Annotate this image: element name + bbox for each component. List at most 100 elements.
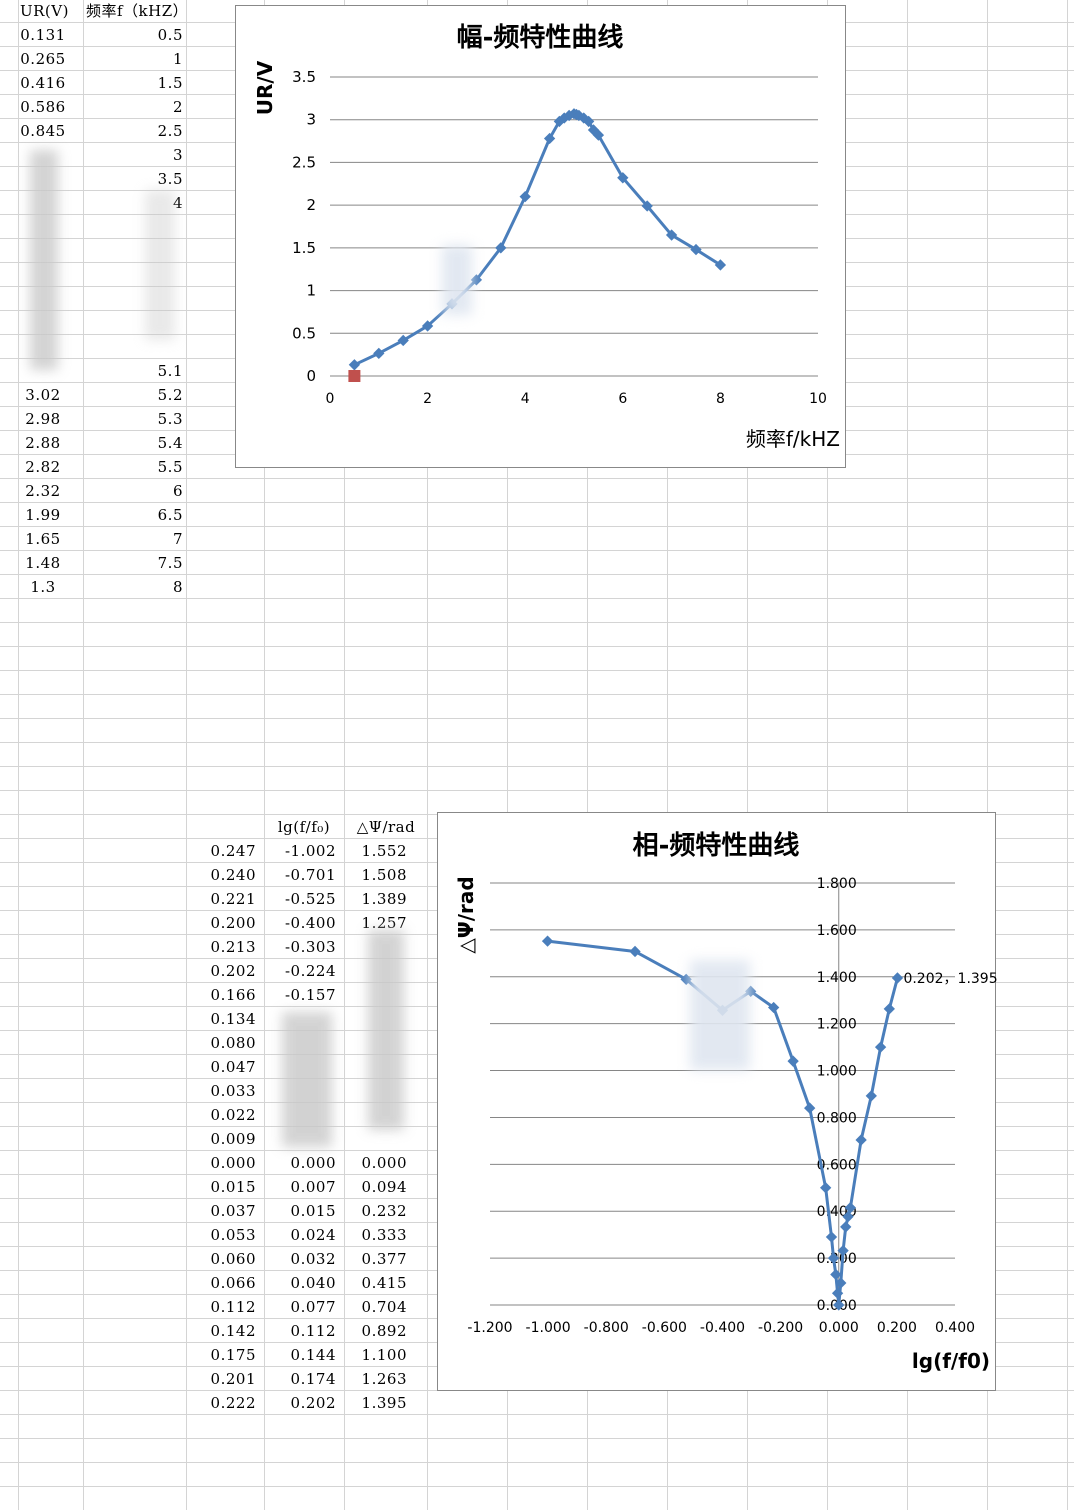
x-tick-label: -1.200: [467, 1320, 512, 1336]
table-cell: 0.174: [290, 1370, 336, 1388]
table-cell: 5.3: [157, 410, 183, 428]
y-axis-title: UR/V: [253, 60, 277, 115]
y-tick-label: 2.5: [292, 153, 316, 171]
column-line: [1067, 0, 1068, 1510]
table-cell: 1.257: [361, 914, 407, 932]
table-cell: -0.224: [284, 962, 336, 980]
x-tick-label: 0.400: [935, 1320, 975, 1336]
marker: [495, 242, 507, 254]
table-cell: 0.5: [157, 26, 183, 44]
column-line: [186, 0, 187, 1510]
column-line: [827, 0, 828, 1510]
y-tick-label: 0: [306, 367, 316, 385]
table-cell: 0.134: [210, 1010, 256, 1028]
header-cell: △Ψ/rad: [356, 818, 416, 836]
table-cell: 5.1: [157, 362, 183, 380]
table-cell: 0.112: [210, 1298, 256, 1316]
table-cell: 0.213: [210, 938, 256, 956]
header-cell: UR(V): [20, 2, 69, 20]
x-tick-label: -0.400: [700, 1320, 745, 1336]
marker: [421, 320, 434, 332]
column-line: [83, 0, 84, 1510]
y-tick-label: 0.800: [817, 1110, 857, 1126]
table-cell: 1.99: [25, 506, 61, 524]
table-cell: 1.552: [361, 842, 407, 860]
table-cell: 0.007: [290, 1178, 336, 1196]
blur-patch: [442, 245, 472, 315]
y-tick-label: 1.400: [817, 970, 857, 986]
chart-title: 幅-频特性曲线: [457, 22, 624, 53]
marker: [865, 1090, 877, 1102]
blur-patch: [145, 190, 175, 340]
table-cell: 0.094: [361, 1178, 407, 1196]
y-tick-label: 1.5: [292, 239, 316, 257]
marker: [348, 359, 361, 371]
table-cell: 1: [172, 50, 183, 68]
marker: [831, 1287, 844, 1299]
marker: [543, 132, 556, 145]
table-cell: 1.508: [361, 866, 407, 884]
y-axis-title: △Ψ/rad: [454, 876, 478, 953]
table-cell: 0.037: [210, 1202, 256, 1220]
table-cell: 6.5: [157, 506, 183, 524]
column-line: [667, 0, 668, 1510]
marker: [804, 1102, 816, 1114]
table-cell: -0.303: [284, 938, 336, 956]
y-tick-label: 1.000: [817, 1064, 857, 1080]
column-line: [907, 0, 908, 1510]
table-cell: 0.033: [210, 1082, 256, 1100]
table-cell: 0.077: [290, 1298, 336, 1316]
table-cell: 0.144: [290, 1346, 336, 1364]
table-cell: 1.389: [361, 890, 407, 908]
x-tick-label: -1.000: [526, 1320, 571, 1336]
x-tick-label: 0.000: [819, 1320, 859, 1336]
table-cell: 0.416: [20, 74, 66, 92]
y-tick-label: 3: [306, 111, 316, 129]
table-cell: 0.142: [210, 1322, 256, 1340]
x-tick-label: 4: [521, 391, 530, 407]
x-tick-label: -0.800: [584, 1320, 629, 1336]
table-cell: 1.65: [25, 530, 61, 548]
data-label: 0.202，1.395: [903, 971, 997, 987]
table-cell: 2.82: [25, 458, 61, 476]
table-cell: 1.395: [361, 1394, 407, 1412]
table-cell: 0.377: [361, 1250, 407, 1268]
marker: [348, 370, 361, 382]
table-cell: -0.157: [284, 986, 336, 1004]
table-cell: 0.240: [210, 866, 256, 884]
table-cell: 0.247: [210, 842, 256, 860]
table-cell: 5.4: [157, 434, 183, 452]
chart-frame: [437, 812, 996, 1391]
blur-patch: [282, 1012, 332, 1147]
table-cell: 1.3: [30, 578, 56, 596]
table-cell: 0.080: [210, 1034, 256, 1052]
table-cell: 0.200: [210, 914, 256, 932]
column-line: [507, 0, 508, 1510]
blur-patch: [368, 930, 404, 1130]
table-cell: 0.000: [210, 1154, 256, 1172]
column-line: [18, 0, 19, 1510]
table-cell: 0.022: [210, 1106, 256, 1124]
table-cell: 1.263: [361, 1370, 407, 1388]
marker: [641, 200, 653, 212]
table-cell: 0.415: [361, 1274, 407, 1292]
marker: [891, 972, 904, 984]
y-tick-label: 0.5: [292, 324, 316, 342]
x-tick-label: 10: [809, 391, 827, 407]
table-cell: 1.100: [361, 1346, 407, 1364]
table-cell: 2.32: [25, 482, 61, 500]
column-line: [747, 0, 748, 1510]
table-cell: 0.024: [290, 1226, 336, 1244]
table-cell: 0.060: [210, 1250, 256, 1268]
marker: [767, 1001, 780, 1014]
blur-patch: [690, 960, 750, 1070]
table-cell: 7.5: [157, 554, 183, 572]
table-cell: 0.333: [361, 1226, 407, 1244]
table-cell: 6: [172, 482, 183, 500]
marker: [373, 347, 385, 360]
table-cell: -1.002: [284, 842, 336, 860]
marker: [825, 1231, 838, 1243]
x-tick-label: 8: [716, 391, 725, 407]
table-cell: 0.053: [210, 1226, 256, 1244]
table-cell: 0.201: [210, 1370, 256, 1388]
